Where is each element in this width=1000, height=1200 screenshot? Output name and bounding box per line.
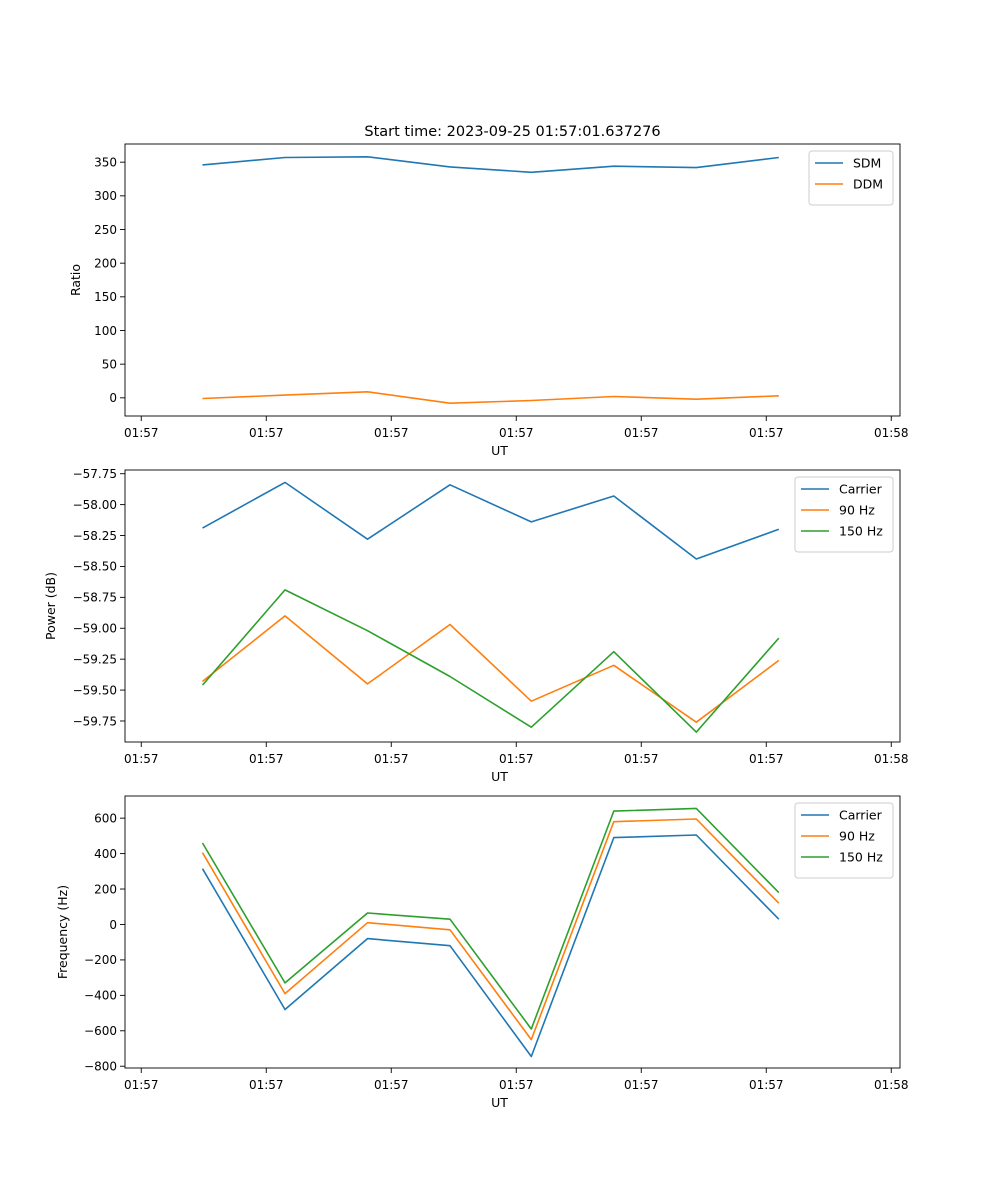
x-tick-label: 01:57 xyxy=(499,426,534,440)
y-tick-label: −59.25 xyxy=(73,652,117,666)
series-line-150-hz xyxy=(201,589,780,733)
y-tick-label: 250 xyxy=(94,223,117,237)
x-tick-label: 01:57 xyxy=(624,1078,659,1092)
series-line-ddm xyxy=(202,390,779,405)
legend-entry: 90 Hz xyxy=(839,829,875,844)
y-axis-label: Ratio xyxy=(68,264,83,296)
y-tick-label: −59.75 xyxy=(73,714,117,728)
x-tick-label: 01:58 xyxy=(874,426,909,440)
y-axis-label: Frequency (Hz) xyxy=(55,885,70,979)
y-axis-label: Power (dB) xyxy=(43,572,58,640)
y-tick-label: 200 xyxy=(94,882,117,896)
x-tick-label: 01:57 xyxy=(249,426,284,440)
subplot-3: 01:57 01:57 01:57 01:57 01:57 01:57 01:58 −800 −… xyxy=(55,795,909,1110)
y-tick-label: 0 xyxy=(109,391,117,405)
series-line-carrier xyxy=(201,834,780,1058)
x-tick-label: 01:57 xyxy=(624,426,659,440)
y-tick-label: 100 xyxy=(94,324,117,338)
legend-entry: DDM xyxy=(853,177,883,192)
x-axis-label: UT xyxy=(491,443,508,458)
series-line-150-hz xyxy=(201,807,780,1030)
x-tick-label: 01:57 xyxy=(499,752,534,766)
subplot-2: 01:57 01:57 01:57 01:57 01:57 01:57 01:58 −59.7… xyxy=(43,467,909,784)
axes-frame xyxy=(124,143,901,417)
axes-frame xyxy=(124,469,901,743)
y-tick-label: 350 xyxy=(94,155,117,169)
y-tick-label: −58.50 xyxy=(73,560,117,574)
legend-box xyxy=(808,150,894,206)
x-tick-label: 01:57 xyxy=(249,752,284,766)
x-tick-label: 01:57 xyxy=(124,752,159,766)
y-tick-label: 50 xyxy=(102,357,117,371)
y-tick-label: −59.50 xyxy=(73,683,117,697)
legend: Carrier 90 Hz 150 Hz xyxy=(794,802,894,879)
legend-box xyxy=(794,476,894,553)
x-tick-label: 01:57 xyxy=(749,752,784,766)
y-tick-label: 600 xyxy=(94,811,117,825)
legend-entry: 150 Hz xyxy=(839,850,883,865)
x-tick-label: 01:57 xyxy=(749,1078,784,1092)
y-tick-label: −58.00 xyxy=(73,498,117,512)
y-tick-label: −58.75 xyxy=(73,591,117,605)
x-tick-label: 01:57 xyxy=(124,426,159,440)
series-line-90-hz xyxy=(201,818,780,1041)
series-line-carrier xyxy=(202,481,780,560)
x-tick-label: 01:57 xyxy=(624,752,659,766)
y-tick-label: 400 xyxy=(94,847,117,861)
x-tick-label: 01:57 xyxy=(499,1078,534,1092)
x-tick-label: 01:57 xyxy=(124,1078,159,1092)
y-tick-label: −58.25 xyxy=(73,529,117,543)
subplot-1: Start time: 2023-09-25 01:57:01.63727601… xyxy=(68,124,909,458)
y-tick-label: −800 xyxy=(84,1060,117,1074)
series-line-90-hz xyxy=(202,615,780,724)
x-tick-label: 01:57 xyxy=(374,426,409,440)
legend-box xyxy=(794,802,894,879)
chart-title: Start time: 2023-09-25 01:57:01.637276 xyxy=(364,124,660,140)
x-tick-label: 01:57 xyxy=(749,426,784,440)
legend: SDM DDM xyxy=(808,150,894,206)
x-tick-label: 01:58 xyxy=(874,752,909,766)
y-tick-label: −600 xyxy=(84,1024,117,1038)
y-tick-label: 300 xyxy=(94,189,117,203)
y-tick-label: 200 xyxy=(94,256,117,270)
x-tick-label: 01:57 xyxy=(249,1078,284,1092)
y-tick-label: −400 xyxy=(84,989,117,1003)
axes-frame xyxy=(124,795,901,1069)
legend-entry: 90 Hz xyxy=(839,503,875,518)
y-tick-label: −59.00 xyxy=(73,622,117,636)
legend-entry: Carrier xyxy=(839,808,883,823)
legend-entry: 150 Hz xyxy=(839,524,883,539)
x-tick-label: 01:57 xyxy=(374,752,409,766)
legend-entry: SDM xyxy=(853,156,881,171)
legend-entry: Carrier xyxy=(839,482,883,497)
legend: Carrier 90 Hz 150 Hz xyxy=(794,476,894,553)
x-tick-label: 01:58 xyxy=(874,1078,909,1092)
y-tick-label: 0 xyxy=(109,918,117,932)
y-tick-label: −200 xyxy=(84,953,117,967)
x-axis-label: UT xyxy=(491,1095,508,1110)
y-tick-label: 150 xyxy=(94,290,117,304)
y-tick-label: −57.75 xyxy=(73,467,117,481)
x-tick-label: 01:57 xyxy=(374,1078,409,1092)
series-line-sdm xyxy=(202,156,779,174)
x-axis-label: UT xyxy=(491,769,508,784)
